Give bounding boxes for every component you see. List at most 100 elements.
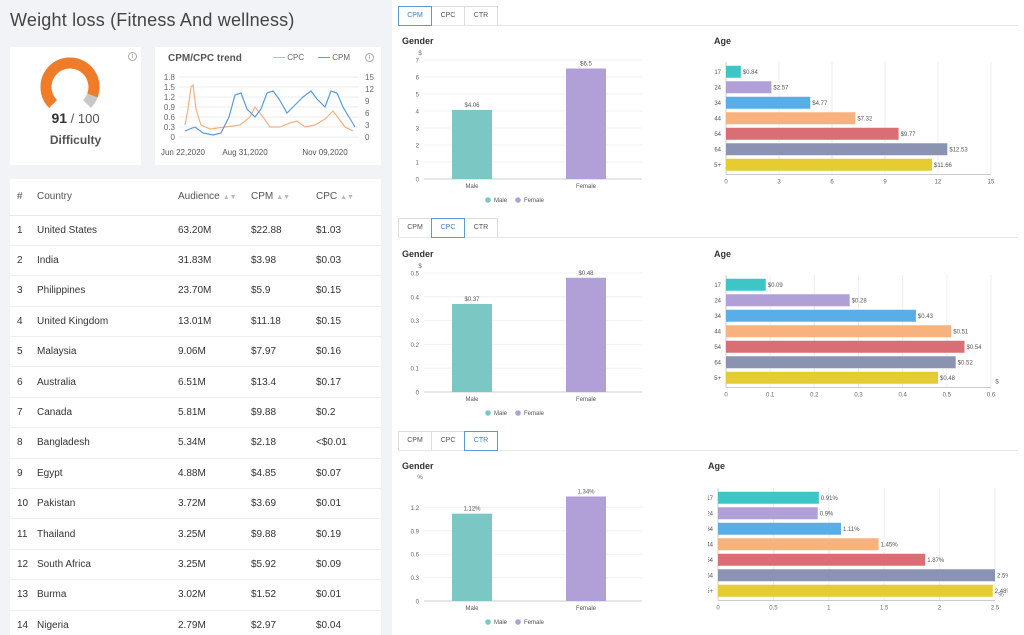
trend-left-tick: 0.3 <box>164 123 176 132</box>
info-icon[interactable]: i <box>365 53 374 62</box>
y-tick-label: 0.3 <box>411 576 420 582</box>
gender-chart-cpm: $0 1 2 3 4 5 6 7 $4.06 Male $6.5 Female Male Female <box>416 51 642 204</box>
bar-value-label: $0.43 <box>918 314 934 320</box>
cell-rank: 9 <box>10 458 37 490</box>
table-row[interactable]: 10 Pakistan 3.72M $3.69 $0.01 <box>10 488 381 520</box>
cell-cpc: $0.15 <box>316 275 381 307</box>
col-audience[interactable]: Audience ▲▼ <box>178 179 251 216</box>
x-category-label: Female <box>576 184 597 190</box>
sort-icon: ▲▼ <box>222 194 237 202</box>
tab-ctr[interactable]: CTR <box>464 218 498 238</box>
sort-icon: ▲▼ <box>340 194 354 202</box>
legend-male-label: Male <box>494 198 508 204</box>
trend-right-tick: 0 <box>365 133 370 142</box>
y-category-label: 13~17 <box>708 496 714 502</box>
legend-male-label: Male <box>494 411 508 417</box>
table-row[interactable]: 2 India 31.83M $3.98 $0.03 <box>10 245 381 277</box>
bar-age-4 <box>726 112 856 125</box>
age-title: Age <box>714 249 732 259</box>
col-cpc[interactable]: CPC ▲▼ <box>316 179 381 216</box>
legend-female-marker <box>515 197 521 203</box>
col-cpm[interactable]: CPM ▲▼ <box>251 179 316 216</box>
trend-line-cpm <box>184 90 356 136</box>
bar-male <box>452 303 492 392</box>
cell-country: United Kingdom <box>37 306 178 338</box>
tab-ctr[interactable]: CTR <box>464 431 498 451</box>
bar-age-7 <box>726 371 938 384</box>
table-row[interactable]: 9 Egypt 4.88M $4.85 $0.07 <box>10 458 381 490</box>
tab-cpm[interactable]: CPM <box>398 6 432 26</box>
x-tick-label: 0 <box>724 393 728 399</box>
table-row[interactable]: 3 Philippines 23.70M $5.9 $0.15 <box>10 275 381 307</box>
table-row[interactable]: 11 Thailand 3.25M $9.88 $0.19 <box>10 518 381 550</box>
bar-value-label: $0.37 <box>464 297 480 303</box>
tab-cpm[interactable]: CPM <box>398 431 432 451</box>
bar-age-3 <box>726 96 811 109</box>
table-row[interactable]: 7 Canada 5.81M $9.88 $0.2 <box>10 397 381 429</box>
bar-value-label: $0.48 <box>940 376 956 382</box>
x-category-label: Female <box>576 397 597 403</box>
trend-x-label: Nov 09,2020 <box>302 148 348 157</box>
info-icon[interactable]: i <box>128 52 137 61</box>
cell-rank: 1 <box>10 215 37 246</box>
x-tick-label: 1.5 <box>880 606 889 612</box>
table-header-row: # Country Audience ▲▼ CPM ▲▼ CPC ▲▼ <box>10 179 381 216</box>
trend-left-tick: 1.5 <box>164 83 176 92</box>
table-row[interactable]: 12 South Africa 3.25M $5.92 $0.09 <box>10 549 381 581</box>
table-row[interactable]: 8 Bangladesh 5.34M $2.18 <$0.01 <box>10 427 381 459</box>
bar-value-label: $6.5 <box>580 62 592 68</box>
trend-line-cpc <box>184 83 354 132</box>
tab-cpc[interactable]: CPC <box>431 431 465 451</box>
table-row[interactable]: 13 Burma 3.02M $1.52 $0.01 <box>10 579 381 611</box>
y-tick-label: 0 <box>416 600 420 606</box>
cell-cpc: $0.01 <box>316 579 381 611</box>
cell-cpc: <$0.01 <box>316 427 381 459</box>
x-tick-label: 12 <box>935 180 942 186</box>
tab-ctr[interactable]: CTR <box>464 6 498 26</box>
age-chart-ctr: 0 0.5 1 1.5 2 2.5% 13~17 0.91% 18~24 0.9% 25~34 1.1… <box>708 488 1008 612</box>
x-category-label: Female <box>576 606 597 612</box>
bar-age-2 <box>726 81 772 94</box>
y-category-label: 13~17 <box>714 70 722 76</box>
cell-cpm: $11.18 <box>251 306 316 338</box>
table-row[interactable]: 1 United States 63.20M $22.88 $1.03 <box>10 215 381 246</box>
tab-cpm[interactable]: CPM <box>398 218 432 238</box>
trend-left-tick: 0 <box>171 133 176 142</box>
y-tick-label: 0.4 <box>411 295 420 301</box>
cell-rank: 3 <box>10 275 37 307</box>
y-tick-label: 7 <box>416 59 420 65</box>
country-table-card: # Country Audience ▲▼ CPM ▲▼ CPC ▲▼ 1 United… <box>10 179 381 635</box>
legend-male-marker <box>485 197 491 203</box>
cell-rank: 5 <box>10 336 37 368</box>
table-row[interactable]: 4 United Kingdom 13.01M $11.18 $0.15 <box>10 306 381 338</box>
cell-country: Australia <box>37 366 178 398</box>
legend-female-label: Female <box>524 620 545 626</box>
cell-rank: 11 <box>10 518 37 550</box>
age-title: Age <box>714 36 732 46</box>
cell-audience: 3.25M <box>178 518 251 550</box>
bar-age-2 <box>726 294 850 307</box>
table-row[interactable]: 5 Malaysia 9.06M $7.97 $0.16 <box>10 336 381 368</box>
bar-male <box>452 513 492 601</box>
cell-audience: 13.01M <box>178 306 251 338</box>
legend-cpm-label: CPM <box>332 53 351 62</box>
bar-value-label: $0.28 <box>852 298 868 304</box>
tab-cpc[interactable]: CPC <box>431 6 465 26</box>
cell-cpm: $22.88 <box>251 215 316 246</box>
legend-cpm[interactable]: CPM <box>318 53 350 62</box>
table-row[interactable]: 14 Nigeria 2.79M $2.97 $0.04 <box>10 610 381 635</box>
table-row[interactable]: 6 Australia 6.51M $13.4 $0.17 <box>10 366 381 398</box>
gauge-fill <box>40 57 100 108</box>
tab-cpc[interactable]: CPC <box>431 218 465 238</box>
x-tick-label: 9 <box>883 180 887 186</box>
legend-cpc[interactable]: CPC <box>273 53 304 62</box>
cell-audience: 23.70M <box>178 275 251 307</box>
bar-age-1 <box>726 278 766 291</box>
cell-cpm: $4.85 <box>251 458 316 490</box>
cell-cpc: $0.01 <box>316 488 381 520</box>
bar-age-4 <box>726 325 952 338</box>
x-category-label: Male <box>465 397 479 403</box>
trend-right-tick: 9 <box>365 97 370 106</box>
trend-left-tick: 1.8 <box>164 73 176 82</box>
trend-title: CPM/CPC trend <box>168 53 242 64</box>
